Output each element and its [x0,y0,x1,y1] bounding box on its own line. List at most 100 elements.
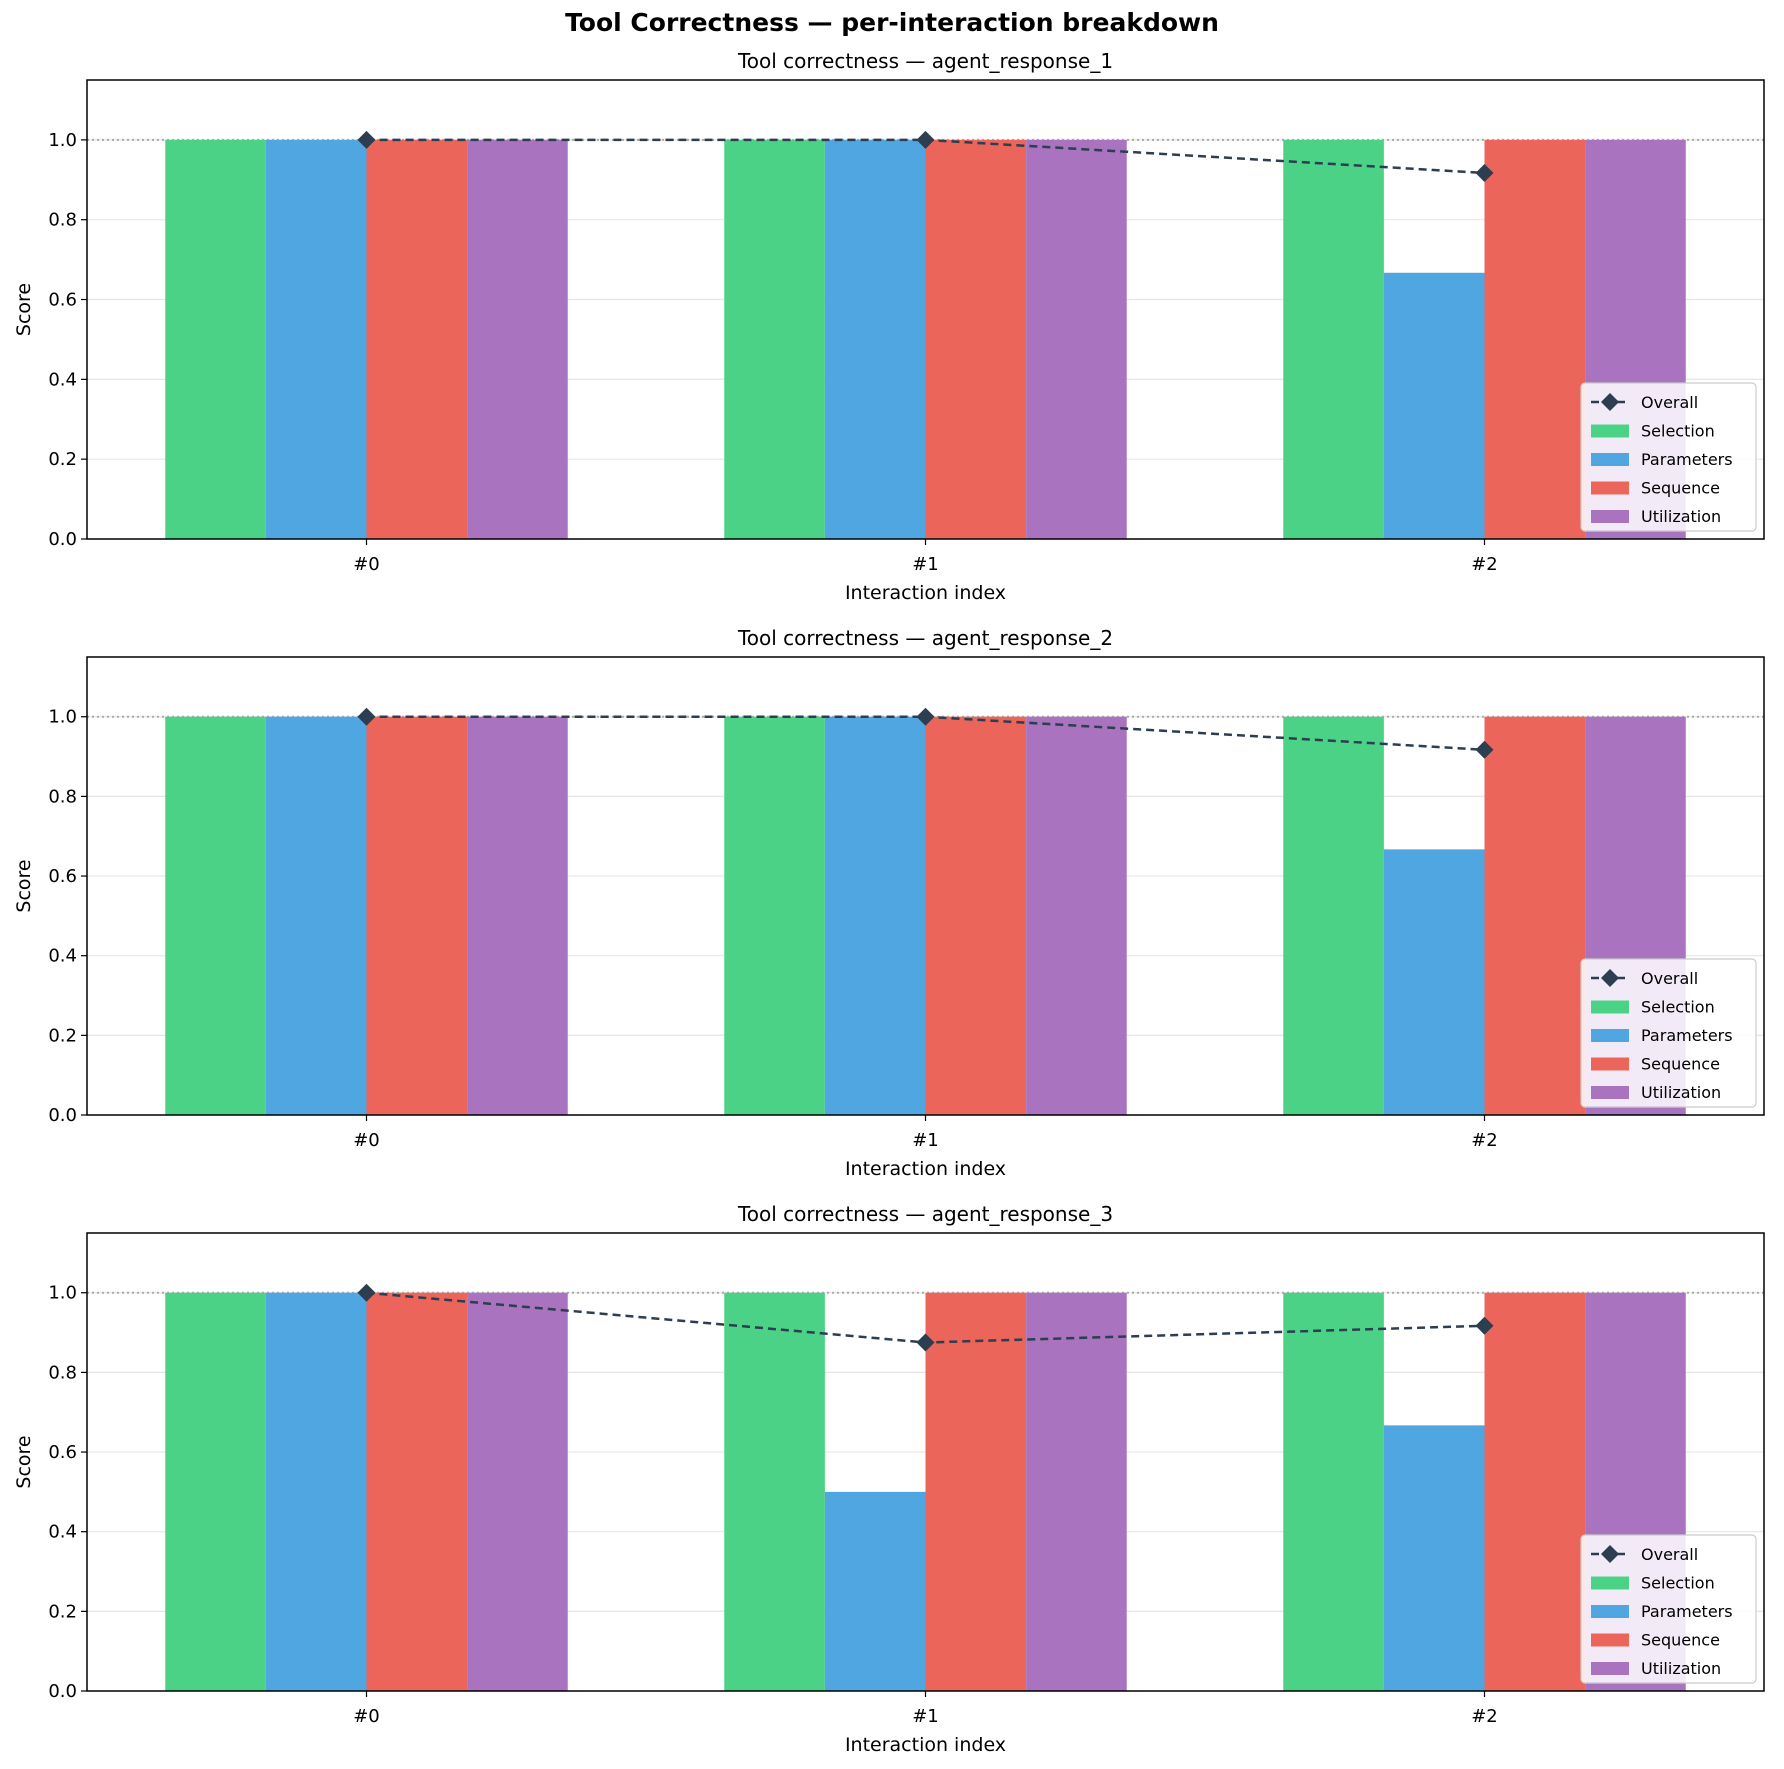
x-tick-label: #0 [353,554,380,575]
bar-utilization [1026,1292,1127,1691]
legend-label: Sequence [1641,479,1720,498]
bar-parameters [265,716,367,1115]
bar-selection [724,1292,825,1691]
y-tick-label: 0.2 [48,1601,77,1622]
legend-label: Utilization [1641,1659,1721,1678]
bar-utilization [1026,716,1127,1115]
x-tick-label: #0 [353,1130,380,1151]
legend-label: Utilization [1641,507,1721,526]
y-axis-label: Score [13,1435,35,1488]
legend: Overall Selection Parameters Sequence Utiliz… [1580,958,1757,1108]
bar-selection [1283,716,1384,1115]
y-tick-label: 0.4 [48,946,77,967]
y-tick-label: 1.0 [48,707,77,728]
overall-point [916,130,935,149]
legend-swatch-parameters [1591,1029,1629,1042]
x-tick-label: #2 [1471,554,1498,575]
legend-swatch-utilization [1591,1662,1629,1675]
overall-point [1475,1316,1494,1335]
legend-label: Utilization [1641,1083,1721,1102]
x-tick-label: #1 [912,554,939,575]
bar-sequence [366,139,468,539]
legend: Overall Selection Parameters Sequence Utiliz… [1580,1534,1757,1684]
bar-sequence [925,716,1027,1115]
legend-label: Selection [1641,422,1715,441]
bar-selection [724,716,825,1115]
x-tick-label: #1 [912,1130,939,1151]
bar-sequence [366,716,468,1115]
bar-parameters [265,139,367,539]
y-tick-label: 0.6 [48,290,77,311]
bar-utilization [1026,139,1127,539]
y-tick-label: 0.6 [48,1442,77,1463]
legend-label: Parameters [1641,1026,1733,1045]
bar-utilization [467,1292,568,1691]
bar-parameters [824,139,926,539]
bar-selection [1283,139,1384,539]
bar-parameters [824,716,926,1115]
x-axis-label: Interaction index [845,582,1006,604]
x-tick-label: #0 [353,1706,380,1727]
bar-parameters [824,1491,926,1691]
legend-swatch-sequence [1591,1633,1629,1647]
overall-point [357,1283,376,1302]
bar-selection [1283,1292,1384,1691]
overall-point [1475,163,1494,182]
legend-label: Overall [1641,1545,1698,1564]
legend-overall-marker [1601,969,1619,987]
figure-title: Tool Correctness — per-interaction break… [565,8,1219,37]
bar-sequence [925,1292,1027,1691]
legend-swatch-parameters [1591,453,1629,466]
legend-swatch-selection [1591,424,1629,438]
bar-selection [165,139,266,539]
x-tick-label: #2 [1471,1130,1498,1151]
legend-swatch-utilization [1591,510,1629,523]
overall-point [357,707,376,726]
chart-panel-1: Tool correctness — agent_response_1 0.0 0.… [13,49,1765,604]
y-tick-label: 1.0 [48,130,77,151]
legend-label: Parameters [1641,450,1733,469]
bar-utilization [467,139,568,539]
bar-utilization [467,716,568,1115]
bar-sequence [1484,1292,1586,1691]
legend-label: Overall [1641,969,1698,988]
legend-overall-marker [1601,393,1619,411]
y-tick-label: 0.0 [48,1105,77,1126]
legend: Overall Selection Parameters Sequence Utiliz… [1580,382,1757,532]
legend-label: Sequence [1641,1055,1720,1074]
legend-label: Selection [1641,998,1715,1017]
y-axis-label: Score [13,859,35,912]
legend-swatch-sequence [1591,1057,1629,1071]
bar-selection [165,1292,266,1691]
overall-point [916,707,935,726]
y-tick-label: 0.0 [48,529,77,550]
bar-sequence [366,1292,468,1691]
bar-sequence [925,139,1027,539]
y-tick-label: 0.8 [48,1362,77,1383]
legend-swatch-sequence [1591,481,1629,495]
legend-swatch-selection [1591,1000,1629,1014]
y-tick-label: 0.0 [48,1681,77,1702]
y-tick-label: 0.8 [48,210,77,231]
x-tick-label: #1 [912,1706,939,1727]
legend-label: Overall [1641,393,1698,412]
overall-point [1475,740,1494,759]
y-tick-label: 0.4 [48,369,77,390]
chart-title: Tool correctness — agent_response_3 [737,1202,1113,1226]
bar-sequence [1484,139,1586,539]
bar-parameters [1383,272,1485,539]
legend-label: Parameters [1641,1602,1733,1621]
legend-label: Selection [1641,1574,1715,1593]
bar-parameters [265,1292,367,1691]
bar-parameters [1383,1425,1485,1691]
x-axis-label: Interaction index [845,1158,1006,1180]
y-tick-label: 0.4 [48,1522,77,1543]
x-axis-label: Interaction index [845,1734,1006,1756]
chart-panel-2: Tool correctness — agent_response_2 0.0 0.… [13,626,1765,1180]
y-tick-label: 1.0 [48,1283,77,1304]
y-axis-label: Score [13,283,35,336]
legend-swatch-utilization [1591,1086,1629,1099]
bar-selection [724,139,825,539]
bar-sequence [1484,716,1586,1115]
